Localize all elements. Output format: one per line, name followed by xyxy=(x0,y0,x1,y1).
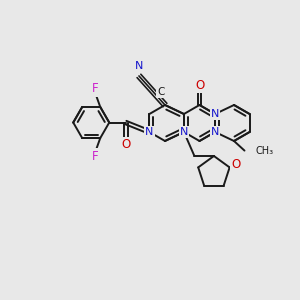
Text: N: N xyxy=(211,109,219,119)
Text: O: O xyxy=(195,79,204,92)
Text: O: O xyxy=(232,158,241,171)
Text: F: F xyxy=(92,150,98,163)
Text: O: O xyxy=(121,138,130,151)
Text: N: N xyxy=(180,127,188,137)
Text: CH₃: CH₃ xyxy=(255,146,273,156)
Text: N: N xyxy=(145,127,154,137)
Text: F: F xyxy=(92,82,98,95)
Text: N: N xyxy=(135,61,143,70)
Text: C: C xyxy=(158,87,165,97)
Text: N: N xyxy=(211,127,219,137)
